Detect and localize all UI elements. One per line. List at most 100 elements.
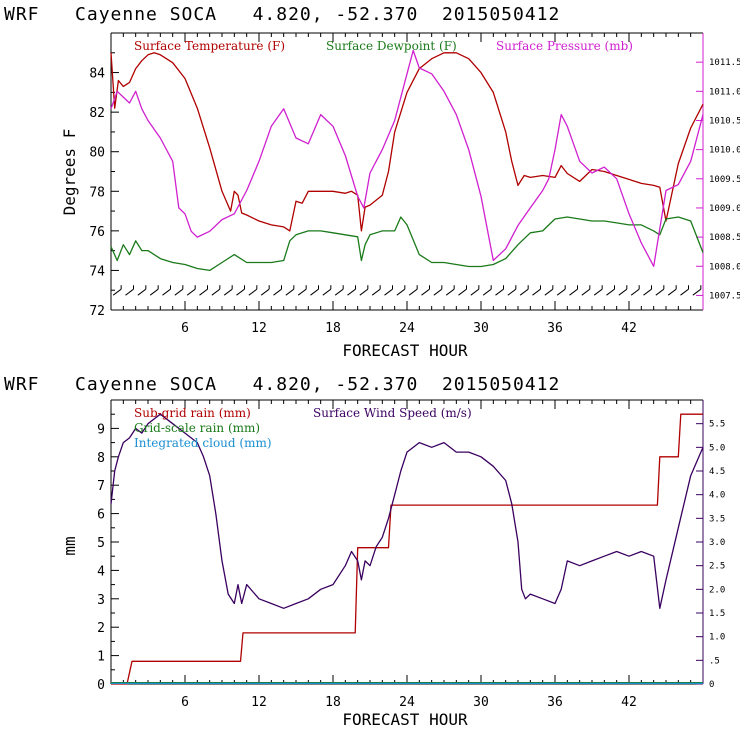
y-tick-label: 5 (97, 536, 105, 551)
y2-tick-label: 1008.5 (709, 233, 740, 243)
x-tick-label: 36 (547, 321, 563, 336)
wind-barb (482, 288, 492, 296)
wind-barb (273, 288, 282, 296)
y2-tick-label: 0 (709, 680, 714, 690)
y2-tick-label: 4.0 (709, 491, 725, 501)
wind-barb (470, 288, 480, 296)
y-tick-label: 2 (97, 621, 105, 636)
wind-barb (359, 288, 369, 296)
legend-sub-grid-rain: Sub-grid rain (mm) (134, 406, 251, 420)
y-tick-label: 6 (97, 508, 105, 523)
wind-barb (655, 288, 665, 296)
legend-grid-scale-rain: Grid-scale rain (mm) (134, 421, 260, 435)
y2-tick-label: 1.0 (709, 633, 725, 643)
y2-tick-label: 3.5 (709, 514, 725, 524)
y2-tick-label: 1007.5 (709, 291, 740, 301)
wind-barb (507, 288, 517, 296)
bottom-x-axis-label: FORECAST HOUR (342, 710, 468, 729)
y-tick-label: 4 (97, 564, 105, 579)
top-chart-title: WRF Cayenne SOCA 4.820, -52.370 20150504… (4, 4, 560, 25)
y2-tick-label: 1.5 (709, 609, 725, 619)
x-tick-label: 24 (399, 321, 415, 336)
legend-surface-temperature: Surface Temperature (F) (134, 39, 285, 53)
legend-surface-pressure: Surface Pressure (mb) (496, 39, 633, 53)
x-tick-label: 42 (621, 321, 637, 336)
y2-tick-label: 2.5 (709, 562, 725, 572)
wind-barb (692, 288, 702, 296)
y-tick-label: 0 (97, 678, 105, 693)
series-line-0-2 (110, 49, 704, 267)
wind-barb (334, 288, 344, 296)
wind-barb (643, 288, 652, 296)
wind-barb (137, 288, 147, 296)
y-tick-label: 9 (97, 422, 105, 437)
precipitation-panel: WRF Cayenne SOCA 4.820, -52.370 20150504… (4, 374, 725, 729)
wind-barb (174, 288, 184, 296)
wind-barb (421, 288, 430, 296)
wind-barb (618, 288, 628, 296)
y2-tick-label: .5 (709, 656, 720, 666)
bottom-plot-area: 6 12 18 24 30 36 4201234567890.51.01.52.02.53.… (97, 399, 725, 710)
wind-barb (285, 288, 295, 296)
y2-tick-label: 4.5 (709, 467, 725, 477)
wind-barb (667, 288, 677, 296)
y2-tick-label: 1011.0 (709, 87, 740, 97)
y-tick-label: 82 (89, 106, 105, 121)
x-tick-label: 42 (621, 695, 637, 710)
wind-barb (556, 288, 566, 296)
wind-barb (260, 288, 270, 296)
wind-barb (297, 288, 307, 296)
x-tick-label: 36 (547, 695, 563, 710)
wind-barb (544, 288, 554, 296)
y-tick-label: 72 (89, 304, 105, 319)
y2-tick-label: 3.0 (709, 538, 725, 548)
x-tick-label: 18 (325, 695, 341, 710)
y2-tick-label: 1011.5 (709, 58, 740, 68)
series-line-0-1 (110, 216, 704, 272)
wind-barb (186, 288, 196, 296)
x-tick-label: 24 (399, 695, 415, 710)
wind-barb (347, 288, 356, 296)
wind-barb (630, 288, 640, 296)
bottom-chart-title: WRF Cayenne SOCA 4.820, -52.370 20150504… (4, 374, 560, 395)
wind-barb (606, 288, 615, 296)
wind-barb (495, 288, 504, 296)
y-tick-label: 3 (97, 593, 105, 608)
series-line-1-0 (111, 413, 703, 685)
wind-barb (211, 288, 221, 296)
y-tick-label: 1 (97, 650, 105, 665)
legend-integrated-cloud: Integrated cloud (mm) (134, 436, 272, 450)
x-tick-label: 6 (181, 695, 189, 710)
wind-barb (384, 288, 393, 296)
y2-tick-label: 1010.0 (709, 146, 740, 156)
x-tick-label: 30 (473, 695, 489, 710)
wind-barb (458, 288, 467, 296)
wind-barb (112, 288, 122, 296)
y2-tick-label: 1009.0 (709, 204, 740, 214)
wind-barb (371, 288, 381, 296)
y-tick-label: 80 (89, 146, 105, 161)
wind-barb (322, 288, 332, 296)
bottom-y-axis-label: mm (60, 536, 79, 555)
x-tick-label: 6 (181, 321, 189, 336)
x-tick-label: 12 (251, 321, 267, 336)
y2-tick-label: 1009.5 (709, 175, 740, 185)
legend-surface-dewpoint: Surface Dewpoint (F) (326, 39, 457, 53)
wind-barb (248, 288, 258, 296)
series-line-0-0 (110, 52, 704, 232)
y-tick-label: 7 (97, 479, 105, 494)
y-tick-label: 76 (89, 225, 105, 240)
series-line-1-3 (110, 413, 704, 609)
wind-barb (519, 288, 529, 296)
wind-barb (408, 288, 418, 296)
y-tick-label: 78 (89, 185, 105, 200)
legend-surface-wind-speed: Surface Wind Speed (m/s) (313, 406, 472, 420)
wind-barb (532, 288, 541, 296)
top-x-axis-label: FORECAST HOUR (342, 341, 468, 360)
y2-tick-label: 5.0 (709, 443, 725, 453)
wind-barb (310, 288, 319, 296)
wind-barb (445, 288, 455, 296)
wind-barb (433, 288, 443, 296)
wind-barb (223, 288, 233, 296)
y2-tick-label: 1010.5 (709, 116, 740, 126)
